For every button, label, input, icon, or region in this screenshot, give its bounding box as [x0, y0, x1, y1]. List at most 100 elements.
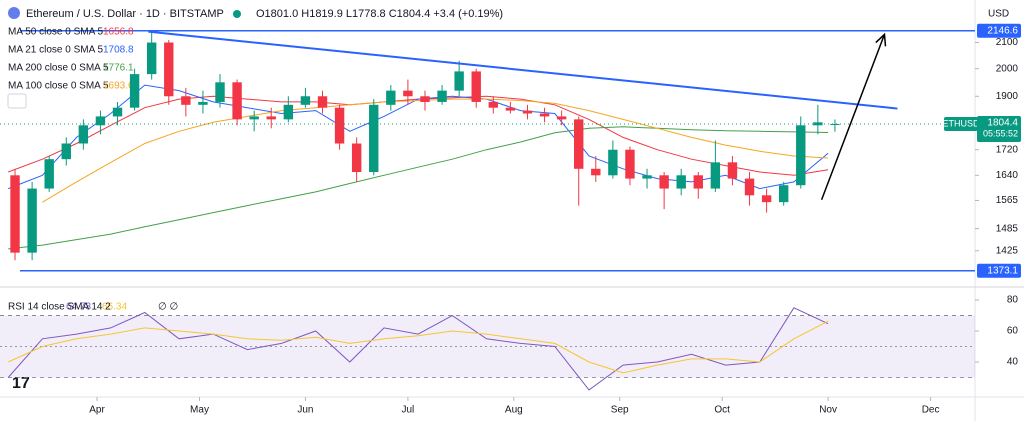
- tv-logo: 17: [12, 375, 30, 392]
- candle-body: [334, 107, 345, 144]
- candle-body: [556, 116, 567, 120]
- y-tick-label: 1720: [996, 144, 1019, 155]
- candle-body: [215, 82, 225, 102]
- candle-body: [386, 90, 396, 105]
- candle-body: [539, 113, 550, 117]
- candle-body: [61, 143, 71, 160]
- legend-name: MA 200 close 0 SMA 5: [8, 63, 109, 74]
- y-tick-label: 40: [1007, 357, 1019, 368]
- symbol-tag-text: ETHUSD: [942, 118, 980, 128]
- y-tick-label: 1425: [996, 245, 1019, 256]
- candle-body: [112, 107, 123, 117]
- candle-body: [403, 90, 413, 97]
- candle-body: [27, 188, 37, 253]
- legend-name: MA 100 close 0 SMA 5: [8, 81, 109, 92]
- legend-value: 1776.1: [103, 63, 134, 74]
- moving-average: [8, 84, 829, 190]
- candle-body: [778, 185, 789, 203]
- moving-average: [8, 126, 829, 250]
- x-tick-label: Jun: [297, 405, 313, 416]
- symbol-icon: [8, 7, 20, 19]
- y-tick-label: 1640: [996, 170, 1019, 181]
- countdown: 05:55:52: [983, 128, 1018, 138]
- candle-body: [300, 96, 311, 105]
- rsi-flags: ∅ ∅: [158, 302, 178, 313]
- legend-name: MA 21 close 0 SMA 5: [8, 45, 103, 56]
- y-tick-label: 1565: [996, 195, 1019, 206]
- candle-body: [351, 143, 362, 173]
- candle-body: [813, 122, 823, 126]
- moving-average: [42, 98, 829, 203]
- symbol-title[interactable]: Ethereum / U.S. Dollar · 1D · BITSTAMP: [26, 8, 224, 20]
- candle-body: [710, 162, 721, 189]
- arrow-head: [875, 32, 887, 47]
- rsi-line: [7, 320, 829, 374]
- candle-body: [676, 175, 686, 189]
- candle-body: [574, 119, 584, 169]
- symbol-tag: [944, 116, 978, 131]
- candle-body: [505, 107, 516, 111]
- market-status: [233, 10, 241, 18]
- price-label-box: [977, 263, 1021, 278]
- y-tick-label: 2100: [996, 37, 1019, 48]
- candle-body: [164, 42, 174, 97]
- rsi-value: 66.34: [102, 302, 127, 313]
- x-tick-label: Oct: [714, 405, 730, 416]
- candle-body: [249, 116, 259, 120]
- y-tick-label: 1900: [996, 91, 1019, 102]
- y-tick-label: 1485: [996, 223, 1019, 234]
- currency[interactable]: USD: [988, 9, 1009, 20]
- candle-body: [198, 101, 208, 105]
- candle-body: [78, 125, 89, 144]
- x-tick-label: Nov: [819, 405, 837, 416]
- candle-body: [283, 104, 294, 120]
- x-tick-label: Sep: [611, 405, 629, 416]
- price-label: 2146.6: [987, 25, 1018, 36]
- candle-body: [129, 74, 140, 108]
- rsi-value: 64.73: [66, 302, 91, 313]
- price-label: 1373.1: [987, 265, 1018, 276]
- candle-body: [591, 168, 601, 176]
- legend-value: 1693.6: [103, 81, 134, 92]
- y-tick-label: 80: [1007, 295, 1019, 306]
- candle-body: [625, 149, 635, 179]
- y-tick-label: 2000: [996, 63, 1019, 74]
- y-tick-label: 60: [1007, 326, 1019, 337]
- x-tick-label: Dec: [922, 405, 940, 416]
- candle-body: [796, 125, 806, 186]
- candle-body: [830, 123, 840, 126]
- trend-line: [148, 30, 898, 110]
- x-tick-label: Aug: [505, 405, 523, 416]
- last-price-label: 1804.4: [987, 118, 1018, 129]
- candle-body: [744, 178, 755, 196]
- candle-body: [420, 96, 430, 102]
- candle-body: [266, 116, 276, 120]
- candle-body: [95, 116, 106, 126]
- candle-body: [761, 195, 772, 203]
- x-tick-label: Jul: [402, 405, 415, 416]
- candle-body: [488, 101, 499, 108]
- collapse-button[interactable]: [7, 93, 27, 109]
- candle-body: [232, 82, 242, 120]
- legend-value: 1656.8: [103, 27, 134, 38]
- legend-name: MA 50 close 0 SMA 5: [8, 27, 103, 38]
- ohlc-values: O1801.0 H1819.9 L1778.8 C1804.4 +3.4 (+0…: [256, 8, 503, 20]
- candle-body: [693, 175, 703, 189]
- legend-value: 1708.8: [103, 45, 134, 56]
- candle-body: [522, 110, 533, 114]
- candle-body: [454, 71, 464, 91]
- candle-body: [642, 175, 652, 179]
- candle-body: [369, 104, 379, 173]
- x-tick-label: May: [190, 405, 209, 416]
- rsi-title: RSI 14 close SMA 14 2: [8, 302, 111, 313]
- candle-body: [608, 149, 618, 176]
- arrow: [820, 34, 886, 201]
- candle-body: [146, 42, 157, 75]
- candle-body: [437, 90, 447, 102]
- candle-body: [471, 71, 481, 102]
- price-label-box: [977, 23, 1021, 38]
- x-tick-label: Apr: [89, 405, 105, 416]
- candle-body: [317, 96, 328, 108]
- last-price-box: [977, 115, 1021, 142]
